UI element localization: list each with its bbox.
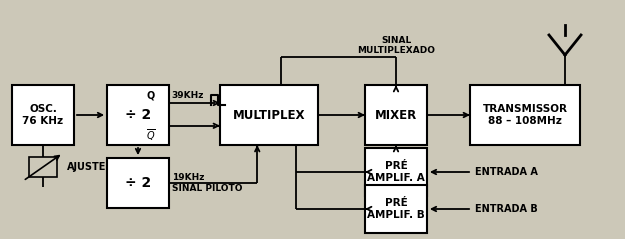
Text: SINAL PILOTO: SINAL PILOTO (172, 184, 242, 193)
Bar (107, 85, 169, 145)
Text: TRANSMISSOR
88 – 108MHz: TRANSMISSOR 88 – 108MHz (482, 104, 568, 126)
Text: OSC.
76 KHz: OSC. 76 KHz (22, 104, 64, 126)
Text: ENTRADA A: ENTRADA A (475, 167, 538, 177)
Bar (365, 185, 427, 233)
Bar (12, 85, 74, 145)
Bar (29, 157, 57, 177)
Text: ÷ 2: ÷ 2 (125, 176, 151, 190)
Text: PRÉ
AMPLIF. B: PRÉ AMPLIF. B (367, 198, 425, 220)
Bar (107, 158, 169, 208)
Bar (470, 85, 580, 145)
Bar (220, 85, 318, 145)
Text: Q: Q (147, 90, 155, 100)
Text: 39KHz: 39KHz (171, 91, 203, 100)
Text: ENTRADA B: ENTRADA B (475, 204, 538, 214)
Text: MULTIPLEX: MULTIPLEX (232, 109, 305, 121)
Text: MIXER: MIXER (375, 109, 417, 121)
Text: SINAL
MULTIPLEXADO: SINAL MULTIPLEXADO (357, 36, 435, 55)
Bar (365, 85, 427, 145)
Text: AJUSTE: AJUSTE (67, 162, 106, 172)
Text: ÷ 2: ÷ 2 (125, 108, 151, 122)
Bar (365, 148, 427, 196)
Text: $\overline{Q}$: $\overline{Q}$ (146, 127, 156, 143)
Text: PRÉ
AMPLIF. A: PRÉ AMPLIF. A (367, 161, 425, 183)
Text: 19KHz: 19KHz (172, 173, 204, 182)
